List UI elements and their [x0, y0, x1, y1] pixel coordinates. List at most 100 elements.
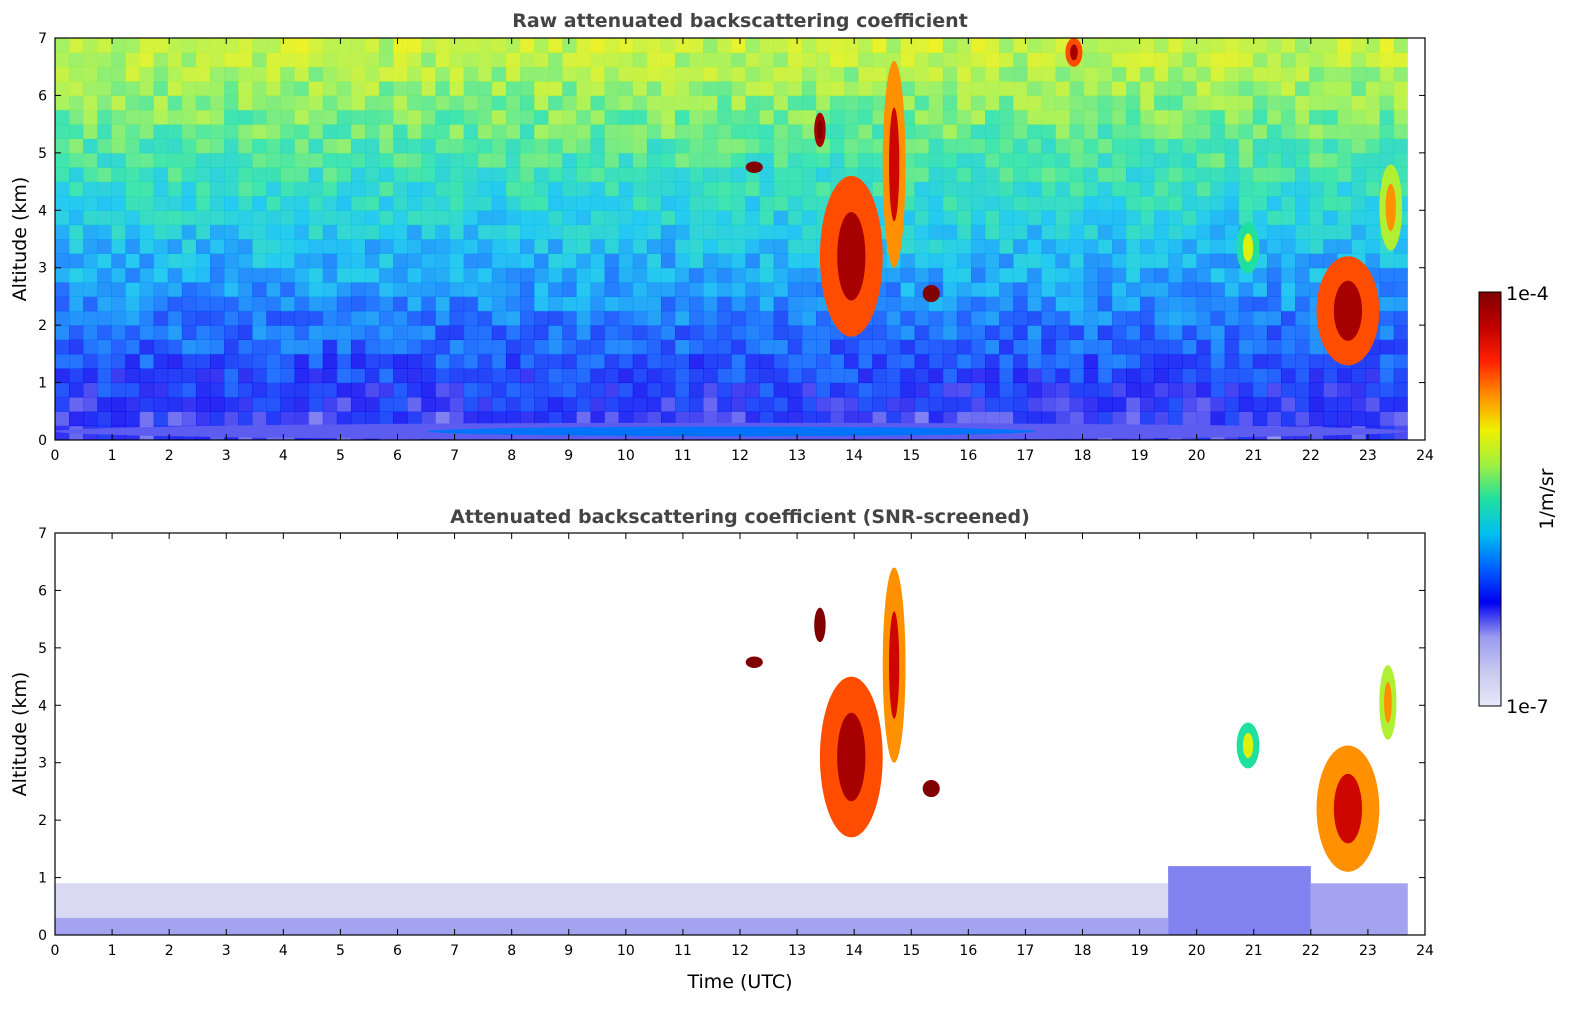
noise-cell: [1182, 195, 1197, 211]
noise-cell: [548, 81, 563, 96]
noise-cell: [590, 368, 606, 384]
noise-cell: [181, 396, 197, 412]
noise-cell: [393, 167, 408, 183]
noise-cell: [266, 109, 281, 125]
colorbar: 1e-4 1e-7 1/m/sr: [1478, 283, 1558, 718]
noise-cell: [69, 253, 84, 269]
noise-cell: [801, 239, 817, 254]
noise-cell: [55, 66, 70, 82]
y-tick-label: 1: [38, 376, 47, 392]
noise-cell: [1027, 167, 1042, 183]
noise-cell: [393, 109, 408, 125]
noise-cell: [745, 382, 761, 398]
noise-cell: [618, 325, 634, 340]
noise-cell: [435, 224, 451, 240]
noise-cell: [1041, 239, 1057, 254]
noise-cell: [125, 109, 141, 125]
noise-cell: [505, 124, 521, 139]
noise-cell: [520, 382, 535, 398]
noise-cell: [618, 109, 634, 125]
noise-cell: [97, 224, 112, 240]
noise-cell: [463, 38, 479, 53]
noise-cell: [660, 339, 676, 355]
noise-cell: [985, 195, 1000, 211]
noise-cell: [308, 411, 324, 427]
noise-cell: [1055, 353, 1071, 369]
noise-cell: [336, 38, 352, 53]
noise-cell: [463, 138, 479, 154]
noise-cell: [421, 95, 436, 111]
noise-cell: [238, 95, 253, 111]
noise-cell: [703, 38, 718, 53]
noise-cell: [266, 181, 281, 197]
noise-cell: [985, 138, 1000, 154]
x-tick-label: 17: [1017, 448, 1035, 464]
noise-cell: [914, 138, 930, 154]
noise-cell: [886, 296, 902, 312]
noise-cell: [1097, 138, 1113, 154]
noise-cell: [449, 382, 465, 398]
noise-cell: [365, 239, 380, 254]
noise-cell: [1351, 239, 1367, 254]
noise-cell: [1041, 296, 1057, 312]
noise-cell: [477, 325, 493, 340]
noise-cell: [238, 152, 253, 168]
noise-cell: [1027, 181, 1042, 197]
noise-cell: [928, 210, 944, 226]
noise-cell: [491, 66, 507, 82]
noise-cell: [195, 396, 211, 412]
noise-cell: [195, 38, 211, 53]
noise-cell: [1154, 382, 1169, 398]
noise-cell: [801, 353, 817, 369]
noise-cell: [1295, 38, 1310, 53]
noise-cell: [1295, 310, 1310, 326]
noise-cell: [350, 282, 366, 297]
noise-cell: [534, 152, 549, 168]
noise-cell: [1111, 167, 1127, 183]
noise-cell: [505, 396, 521, 412]
noise-cell: [731, 296, 747, 312]
noise-cell: [1055, 325, 1071, 340]
noise-cell: [111, 181, 126, 197]
noise-cell: [942, 210, 958, 226]
noise-cell: [632, 253, 648, 269]
noise-cell: [590, 152, 606, 168]
noise-cell: [1210, 339, 1226, 355]
noise-cell: [210, 181, 225, 197]
noise-cell: [1097, 310, 1113, 326]
noise-cell: [646, 267, 662, 283]
noise-cell: [308, 310, 324, 326]
noise-cell: [1252, 325, 1268, 340]
noise-cell: [1126, 81, 1141, 96]
noise-cell: [1083, 38, 1099, 53]
noise-cell: [1266, 382, 1282, 398]
noise-cell: [914, 181, 930, 197]
noise-cell: [1083, 239, 1099, 254]
noise-cell: [1266, 95, 1282, 111]
noise-cell: [224, 296, 239, 312]
noise-cell: [1224, 267, 1240, 283]
noise-cell: [181, 368, 197, 384]
noise-cell: [689, 152, 704, 168]
noise-cell: [505, 181, 521, 197]
noise-cell: [477, 66, 493, 82]
cloud-3.5km-core: [837, 212, 866, 301]
noise-cell: [308, 267, 324, 283]
noise-cell: [1252, 167, 1268, 183]
noise-cell: [900, 81, 916, 96]
noise-cell: [1309, 210, 1324, 226]
noise-cell: [1013, 195, 1028, 211]
cloud-5.4km-core: [817, 120, 823, 140]
noise-cell: [153, 224, 169, 240]
noise-cell: [985, 253, 1000, 269]
noise-cell: [1041, 411, 1057, 427]
cloud-2.5km-core: [927, 783, 936, 794]
noise-cell: [308, 253, 324, 269]
noise-cell: [1337, 224, 1353, 240]
noise-cell: [717, 124, 732, 139]
noise-cell: [534, 411, 549, 427]
noise-cell: [379, 396, 394, 412]
noise-cell: [83, 38, 98, 53]
noise-cell: [1126, 210, 1141, 226]
noise-cell: [1027, 339, 1042, 355]
